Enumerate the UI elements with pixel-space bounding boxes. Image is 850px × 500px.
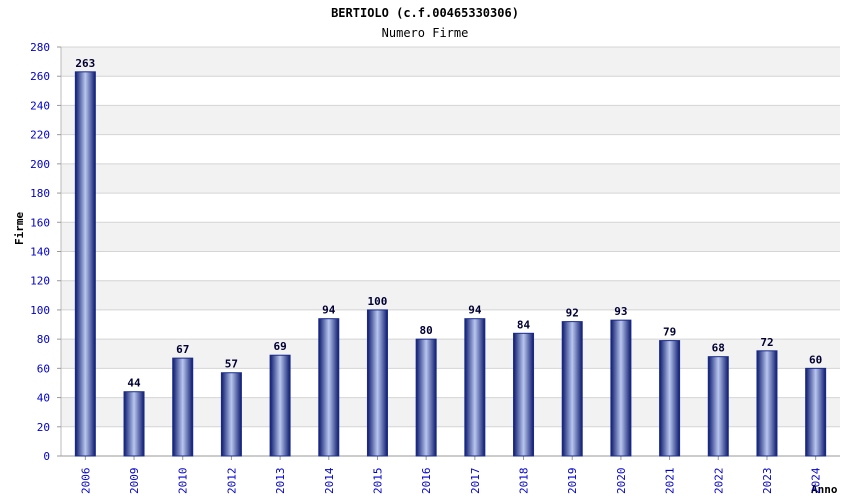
y-tick-label: 120 [30, 275, 50, 288]
grid-band [61, 280, 840, 310]
grid-band [61, 222, 840, 252]
value-label-2019: 92 [566, 307, 579, 320]
grid-band [61, 193, 840, 223]
grid-band [61, 251, 840, 281]
y-tick-label: 100 [30, 304, 50, 317]
value-label-2010: 67 [176, 343, 189, 356]
chart-title: BERTIOLO (c.f.00465330306) [331, 6, 519, 20]
bar-2006 [74, 71, 96, 457]
bar-2024 [805, 367, 827, 457]
x-tick-label-2013: 2013 [274, 468, 287, 495]
y-tick-label: 140 [30, 246, 50, 259]
x-tick-label-2020: 2020 [615, 468, 628, 495]
bar-2015 [366, 309, 388, 457]
bar-2012 [220, 372, 242, 457]
y-tick-label: 260 [30, 70, 50, 83]
x-tick-label-2019: 2019 [566, 468, 579, 495]
bar-2022 [707, 356, 729, 457]
x-tick-label-2021: 2021 [664, 468, 677, 495]
value-label-2015: 100 [368, 295, 388, 308]
grid-band [61, 47, 840, 77]
x-tick-label-2012: 2012 [225, 468, 238, 495]
bar-2021 [659, 340, 681, 457]
grid-band [61, 76, 840, 106]
value-label-2013: 69 [273, 340, 286, 353]
chart-subtitle: Numero Firme [381, 26, 469, 40]
x-axis-label: Anno [811, 483, 838, 496]
y-tick-label: 220 [30, 129, 50, 142]
grid-band [61, 309, 840, 340]
value-label-2023: 72 [760, 336, 773, 349]
x-tick-label-2017: 2017 [469, 468, 482, 495]
y-tick-label: 60 [37, 362, 50, 375]
value-label-2022: 68 [712, 342, 725, 355]
value-label-2024: 60 [809, 353, 822, 366]
value-label-2021: 79 [663, 326, 676, 339]
y-tick-label: 160 [30, 216, 50, 229]
bar-2013 [269, 354, 291, 457]
x-tick-label-2006: 2006 [79, 468, 92, 495]
bar-2009 [123, 391, 145, 457]
x-tick-label-2018: 2018 [518, 468, 531, 495]
x-tick-label-2016: 2016 [420, 468, 433, 495]
value-label-2018: 84 [517, 318, 531, 331]
y-tick-label: 80 [37, 333, 50, 346]
x-tick-label-2010: 2010 [177, 468, 190, 495]
grid-band [61, 134, 840, 164]
bar-2018 [513, 332, 535, 457]
x-tick-label-2024: 2024 [810, 467, 823, 494]
value-label-2017: 94 [468, 304, 482, 317]
y-tick-label: 0 [43, 450, 50, 463]
y-tick-label: 20 [37, 421, 50, 434]
y-tick-label: 280 [30, 41, 50, 54]
x-tick-label-2023: 2023 [761, 468, 774, 495]
y-tick-label: 40 [37, 392, 50, 405]
bar-2016 [415, 338, 437, 457]
value-label-2009: 44 [127, 377, 141, 390]
x-tick-label-2022: 2022 [712, 468, 725, 495]
y-tick-label: 200 [30, 158, 50, 171]
x-tick-label-2014: 2014 [323, 467, 336, 494]
bar-2017 [464, 318, 486, 457]
value-label-2014: 94 [322, 304, 336, 317]
grid-band [61, 163, 840, 194]
value-label-2006: 263 [75, 57, 95, 70]
bar-2014 [318, 318, 340, 457]
x-tick-label-2015: 2015 [371, 468, 384, 495]
y-tick-label: 180 [30, 187, 50, 200]
bar-2023 [756, 350, 778, 457]
value-label-2012: 57 [225, 358, 238, 371]
grid-band [61, 105, 840, 135]
value-label-2016: 80 [420, 324, 433, 337]
y-tick-label: 240 [30, 99, 50, 112]
value-label-2020: 93 [614, 305, 627, 318]
bar-2020 [610, 319, 632, 457]
x-tick-label-2009: 2009 [128, 468, 141, 495]
bar-2019 [561, 321, 583, 457]
bar-2010 [172, 357, 194, 457]
